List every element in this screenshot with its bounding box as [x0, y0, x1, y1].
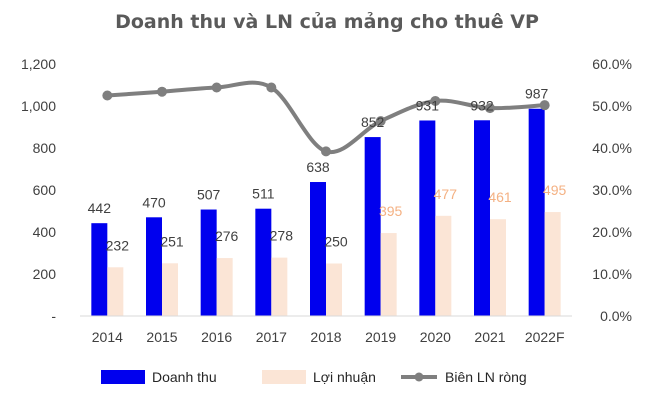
x-tick-label: 2020 — [420, 329, 451, 345]
label-loi-nhuan: 278 — [270, 228, 294, 244]
marker-bien-ln-rong — [211, 82, 222, 93]
bar-doanh-thu — [146, 217, 162, 316]
legend-label-doanh-thu: Doanh thu — [152, 369, 217, 385]
x-tick-label: 2015 — [146, 329, 177, 345]
marker-bien-ln-rong — [157, 86, 167, 97]
data-labels: 442 232 470 251 507 276 511 278 638 250 852 395 931 4… — [88, 86, 567, 254]
marker-bien-ln-rong — [375, 116, 386, 127]
right-axis: 0.0% 10.0% 20.0% 30.0% 40.0% 50.0% 60.0% — [592, 56, 632, 324]
label-loi-nhuan: 232 — [106, 237, 130, 253]
right-tick-label: 40.0% — [592, 140, 632, 156]
chart-title: Doanh thu và LN của mảng cho thuê VP — [115, 11, 539, 33]
bar-loi-nhuan — [435, 215, 452, 316]
bar-doanh-thu — [528, 108, 545, 316]
marker-bien-ln-rong — [539, 100, 550, 111]
bar-doanh-thu — [474, 120, 490, 316]
bar-doanh-thu — [364, 137, 381, 316]
x-tick-label: 2021 — [474, 329, 505, 345]
label-doanh-thu: 932 — [470, 97, 494, 113]
label-loi-nhuan: 276 — [215, 228, 239, 244]
right-tick-label: 30.0% — [592, 182, 632, 198]
bar-loi-nhuan — [271, 257, 288, 316]
bar-loi-nhuan — [490, 219, 506, 316]
right-tick-label: 20.0% — [592, 224, 632, 240]
right-tick-label: 50.0% — [592, 98, 632, 114]
x-axis: 2014 2015 2016 2017 2018 2019 2020 2021 2022F — [92, 329, 565, 345]
left-tick-label: 200 — [33, 266, 57, 282]
marker-bien-ln-rong — [102, 90, 113, 101]
x-tick-label: 2014 — [92, 329, 123, 345]
label-doanh-thu: 638 — [306, 159, 330, 175]
x-tick-label: 2019 — [365, 329, 396, 345]
x-tick-label: 2017 — [256, 329, 287, 345]
bar-loi-nhuan — [107, 267, 124, 316]
right-tick-label: 60.0% — [592, 56, 632, 72]
legend-swatch-doanh-thu — [101, 370, 145, 384]
legend: Doanh thu Lợi nhuận Biên LN ròng — [101, 369, 527, 385]
x-tick-label: 2018 — [310, 329, 341, 345]
label-loi-nhuan: 495 — [543, 182, 567, 198]
x-tick-label: 2022F — [525, 329, 565, 345]
left-tick-label: 600 — [33, 182, 57, 198]
marker-bien-ln-rong — [321, 146, 331, 157]
bar-loi-nhuan — [544, 212, 561, 316]
x-tick-label: 2016 — [201, 329, 232, 345]
bars-layer — [91, 108, 561, 317]
left-tick-label: 1,200 — [21, 56, 56, 72]
label-loi-nhuan: 395 — [379, 203, 403, 219]
label-loi-nhuan: 251 — [160, 233, 184, 249]
legend-label-loi-nhuan: Lợi nhuận — [313, 369, 376, 385]
bar-doanh-thu — [91, 223, 108, 316]
label-doanh-thu: 852 — [361, 114, 385, 130]
bar-loi-nhuan — [216, 258, 233, 316]
label-loi-nhuan: 461 — [488, 189, 512, 205]
bar-loi-nhuan — [326, 263, 342, 316]
label-doanh-thu: 987 — [525, 86, 549, 102]
left-tick-label: 800 — [33, 140, 57, 156]
left-tick-label: 400 — [33, 224, 57, 240]
bar-loi-nhuan — [162, 263, 178, 316]
bar-doanh-thu — [310, 182, 326, 316]
line-layer — [102, 80, 550, 157]
bar-doanh-thu — [419, 120, 436, 317]
marker-bien-ln-rong — [430, 95, 441, 106]
marker-bien-ln-rong — [485, 103, 495, 114]
bar-doanh-thu — [255, 208, 272, 316]
label-doanh-thu: 442 — [88, 200, 112, 216]
label-loi-nhuan: 477 — [434, 186, 458, 202]
legend-marker-bien-ln — [414, 372, 424, 382]
label-doanh-thu: 470 — [142, 194, 166, 210]
bar-doanh-thu — [200, 209, 217, 316]
label-doanh-thu: 511 — [252, 186, 275, 202]
right-tick-label: 0.0% — [600, 308, 632, 324]
left-tick-label: - — [51, 308, 56, 324]
marker-bien-ln-rong — [266, 82, 277, 93]
label-loi-nhuan: 250 — [324, 234, 348, 250]
legend-swatch-loi-nhuan — [262, 370, 306, 384]
bar-loi-nhuan — [380, 233, 397, 316]
label-doanh-thu: 931 — [416, 97, 440, 113]
left-tick-label: 1,000 — [21, 98, 56, 114]
legend-label-bien-ln: Biên LN ròng — [445, 369, 527, 385]
right-tick-label: 10.0% — [592, 266, 632, 282]
label-doanh-thu: 507 — [197, 187, 221, 203]
left-axis: - 200 400 600 800 1,000 1,200 — [21, 56, 56, 324]
